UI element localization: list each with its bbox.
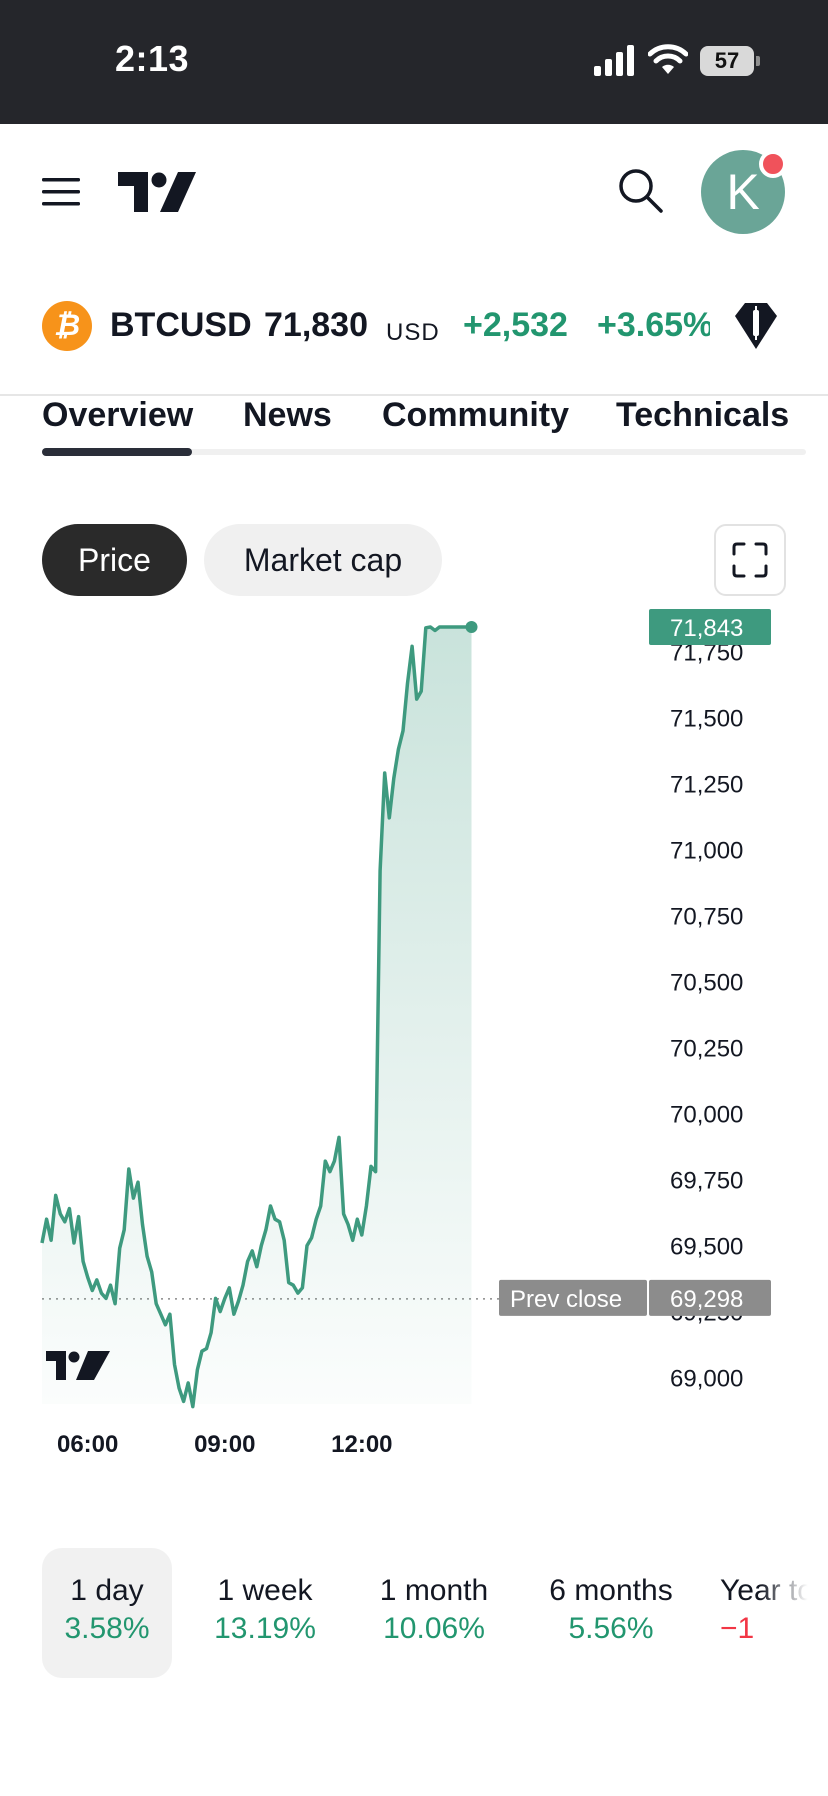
fullscreen-icon: [732, 542, 768, 578]
period-label: 1 month: [379, 1574, 489, 1607]
tabs-scroll-track: [42, 449, 806, 455]
ticker-row: ₿ BTCUSD 71,830 USD +2,532 +3.65%: [0, 290, 828, 364]
ticker-divider: [0, 394, 828, 396]
last-price-label-box: 71,843: [649, 609, 771, 646]
period-change: 13.19%: [214, 1612, 316, 1645]
period-change: 10.06%: [383, 1612, 485, 1645]
y-tick-label: 71,500: [670, 706, 743, 733]
battery-tip: [756, 56, 760, 66]
fullscreen-button[interactable]: [714, 524, 786, 596]
period-1-month[interactable]: 1 month 10.06%: [362, 1548, 506, 1678]
y-tick-label: 70,750: [670, 904, 743, 931]
tab-technicals[interactable]: Technicals: [616, 396, 790, 434]
battery-icon: 57: [700, 46, 760, 76]
x-tick-label: 12:00: [331, 1431, 392, 1458]
period-change: 5.56%: [568, 1612, 654, 1645]
price-area-fill: [42, 627, 472, 1407]
ticker-change-percent: +3.65%: [597, 306, 710, 344]
y-tick-label: 69,750: [670, 1168, 743, 1195]
ticker-price: 71,830: [264, 306, 368, 344]
y-tick-label: 71,000: [670, 838, 743, 865]
period-1-day[interactable]: 1 day 3.58%: [42, 1548, 172, 1678]
tab-news[interactable]: News: [243, 396, 332, 434]
ticker-currency: USD: [386, 319, 440, 346]
hamburger-menu-icon[interactable]: [40, 174, 84, 210]
notification-dot: [759, 150, 787, 178]
x-tick-label: 09:00: [194, 1431, 255, 1458]
period-6-months[interactable]: 6 months 5.56%: [534, 1548, 688, 1678]
y-tick-label: 69,000: [670, 1366, 743, 1393]
cellular-signal-icon: [594, 45, 634, 76]
ticker-symbol: BTCUSD: [110, 306, 252, 344]
prev-close-label: Prev close: [510, 1286, 622, 1313]
avatar[interactable]: K: [701, 150, 785, 234]
last-price-label: 71,843: [670, 615, 743, 642]
last-price-dot: [465, 621, 478, 634]
period-label: 6 months: [549, 1574, 673, 1607]
status-time: 2:13: [115, 38, 190, 79]
y-tick-label: 70,500: [670, 970, 743, 997]
period-selector: 1 day 3.58% 1 week 13.19% 1 month 10.06%…: [0, 1548, 828, 1678]
market-cap-toggle-button[interactable]: Market cap: [204, 524, 442, 596]
price-toggle-button[interactable]: Price: [42, 524, 187, 596]
prev-close-label-box: Prev close 69,298: [499, 1279, 771, 1316]
y-tick-label: 70,250: [670, 1036, 743, 1063]
prev-close-value: 69,298: [670, 1286, 743, 1313]
x-tick-label: 06:00: [57, 1431, 118, 1458]
chart-watermark-logo: [46, 1351, 110, 1380]
status-bar: 2:13 57: [0, 0, 828, 124]
battery-level: 57: [700, 46, 754, 76]
price-chart[interactable]: 69,00069,25069,50069,75070,00070,25070,5…: [0, 600, 828, 1490]
search-icon[interactable]: [616, 166, 664, 214]
ticker-change-absolute: +2,532: [463, 306, 568, 344]
tab-community[interactable]: Community: [382, 396, 569, 434]
y-tick-label: 69,500: [670, 1234, 743, 1261]
period-label: 1 week: [217, 1574, 313, 1607]
y-tick-label: 70,000: [670, 1102, 743, 1129]
y-tick-label: 71,250: [670, 772, 743, 799]
price-line: [40, 625, 472, 1409]
period-label: 1 day: [70, 1574, 144, 1607]
tab-bar: Overview News Community Technicals: [0, 396, 828, 456]
period-1-week[interactable]: 1 week 13.19%: [196, 1548, 334, 1678]
period-change: −1: [720, 1612, 755, 1645]
tab-active-indicator: [42, 448, 192, 456]
period-change: 3.58%: [64, 1612, 150, 1645]
tradingview-logo[interactable]: [118, 170, 196, 214]
bitcoin-icon: ₿: [42, 301, 92, 351]
app-header: K: [0, 124, 828, 266]
y-axis: 69,00069,25069,50069,75070,00070,25070,5…: [670, 640, 743, 1393]
tab-overview[interactable]: Overview: [42, 396, 194, 434]
wifi-icon: [648, 44, 688, 74]
x-axis: 06:00 09:00 12:00: [57, 1431, 393, 1458]
candlestick-gem-icon[interactable]: [731, 300, 781, 352]
period-scroll-fade: [760, 1548, 828, 1678]
